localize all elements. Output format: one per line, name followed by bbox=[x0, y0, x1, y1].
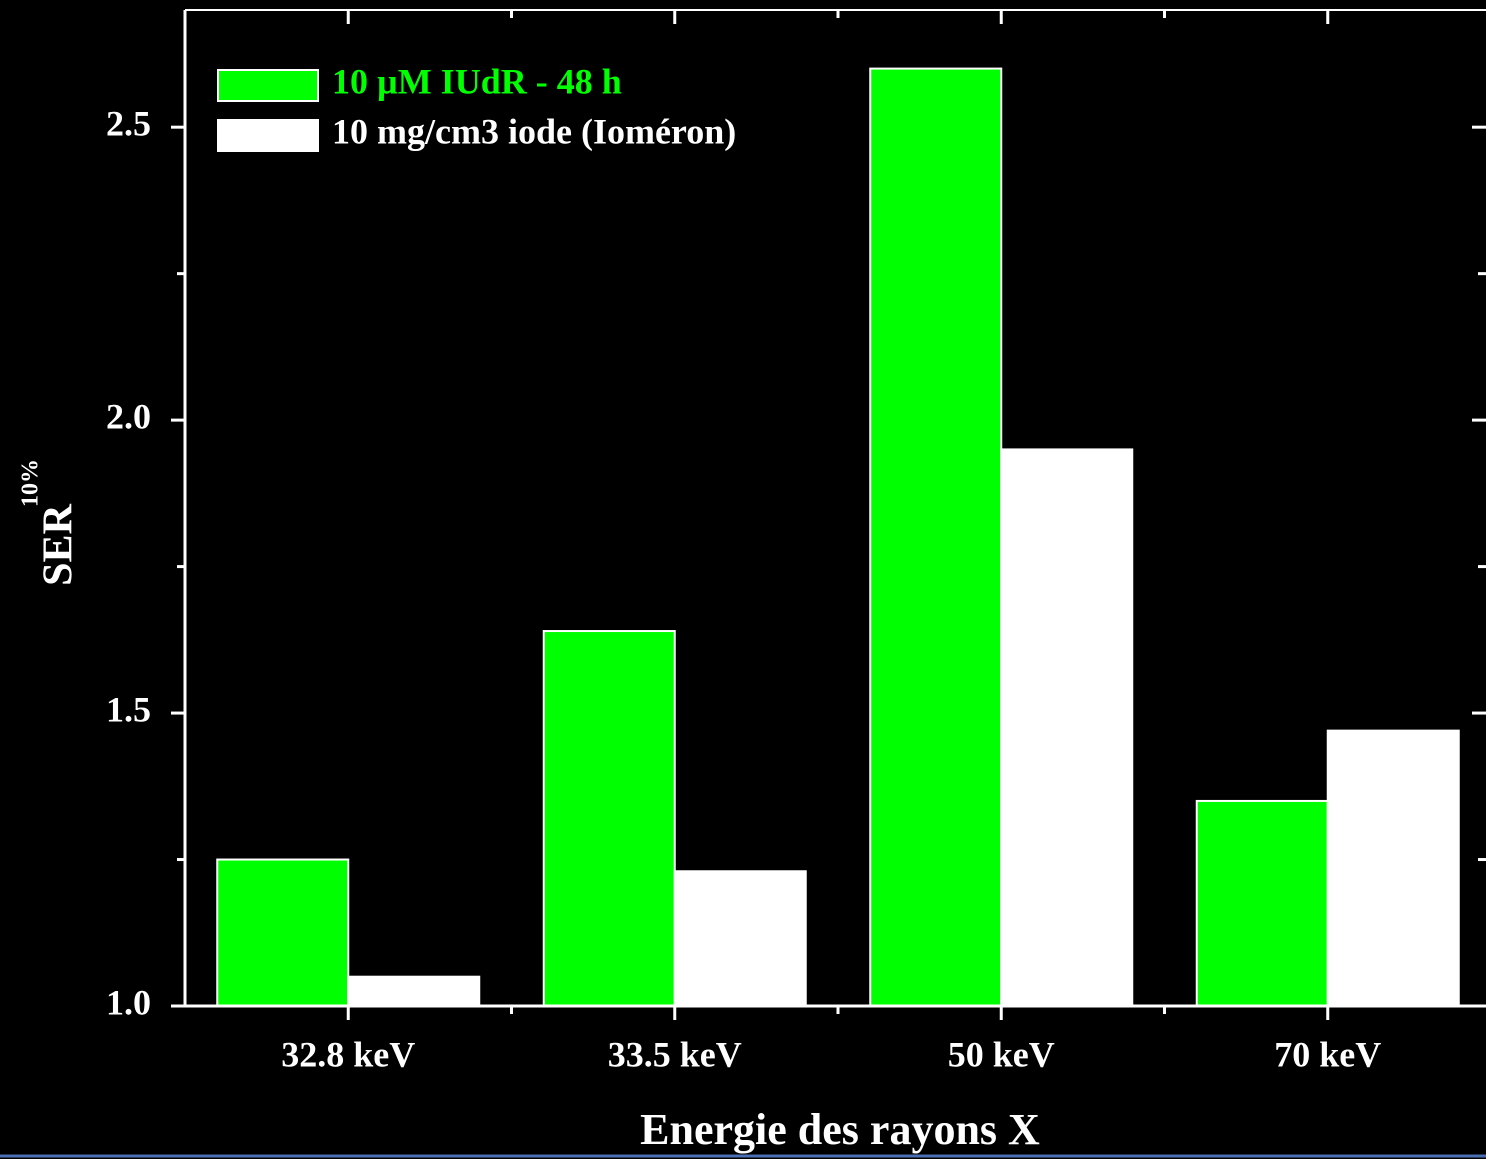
y-axis-title-superscript: 10% bbox=[18, 459, 44, 507]
x-tick-label: 50 keV bbox=[948, 1034, 1055, 1074]
legend-label: 10 µM IUdR - 48 h bbox=[332, 61, 622, 101]
y-tick-label: 1.5 bbox=[106, 689, 151, 729]
bar bbox=[1197, 801, 1328, 1006]
y-axis-title: SER bbox=[36, 503, 82, 585]
bar bbox=[1328, 731, 1459, 1006]
bar bbox=[675, 871, 806, 1006]
bar bbox=[544, 631, 675, 1006]
bar bbox=[870, 69, 1001, 1006]
bar bbox=[348, 977, 479, 1006]
x-tick-label: 70 keV bbox=[1274, 1034, 1381, 1074]
chart: Energie des rayons X SER 10% 32.8 keV 33.… bbox=[0, 0, 1486, 1159]
legend-swatch bbox=[218, 120, 318, 151]
y-tick-label: 2.5 bbox=[106, 103, 151, 143]
legend-swatch bbox=[218, 70, 318, 101]
x-axis-title: Energie des rayons X bbox=[640, 1105, 1040, 1154]
bar bbox=[217, 860, 348, 1006]
y-tick-label: 1.0 bbox=[106, 982, 151, 1022]
legend-label: 10 mg/cm3 iode (Ioméron) bbox=[332, 111, 736, 151]
bar bbox=[1001, 449, 1132, 1006]
x-tick-label: 33.5 keV bbox=[608, 1034, 742, 1074]
y-tick-label: 2.0 bbox=[106, 396, 151, 436]
x-tick-label: 32.8 keV bbox=[281, 1034, 415, 1074]
